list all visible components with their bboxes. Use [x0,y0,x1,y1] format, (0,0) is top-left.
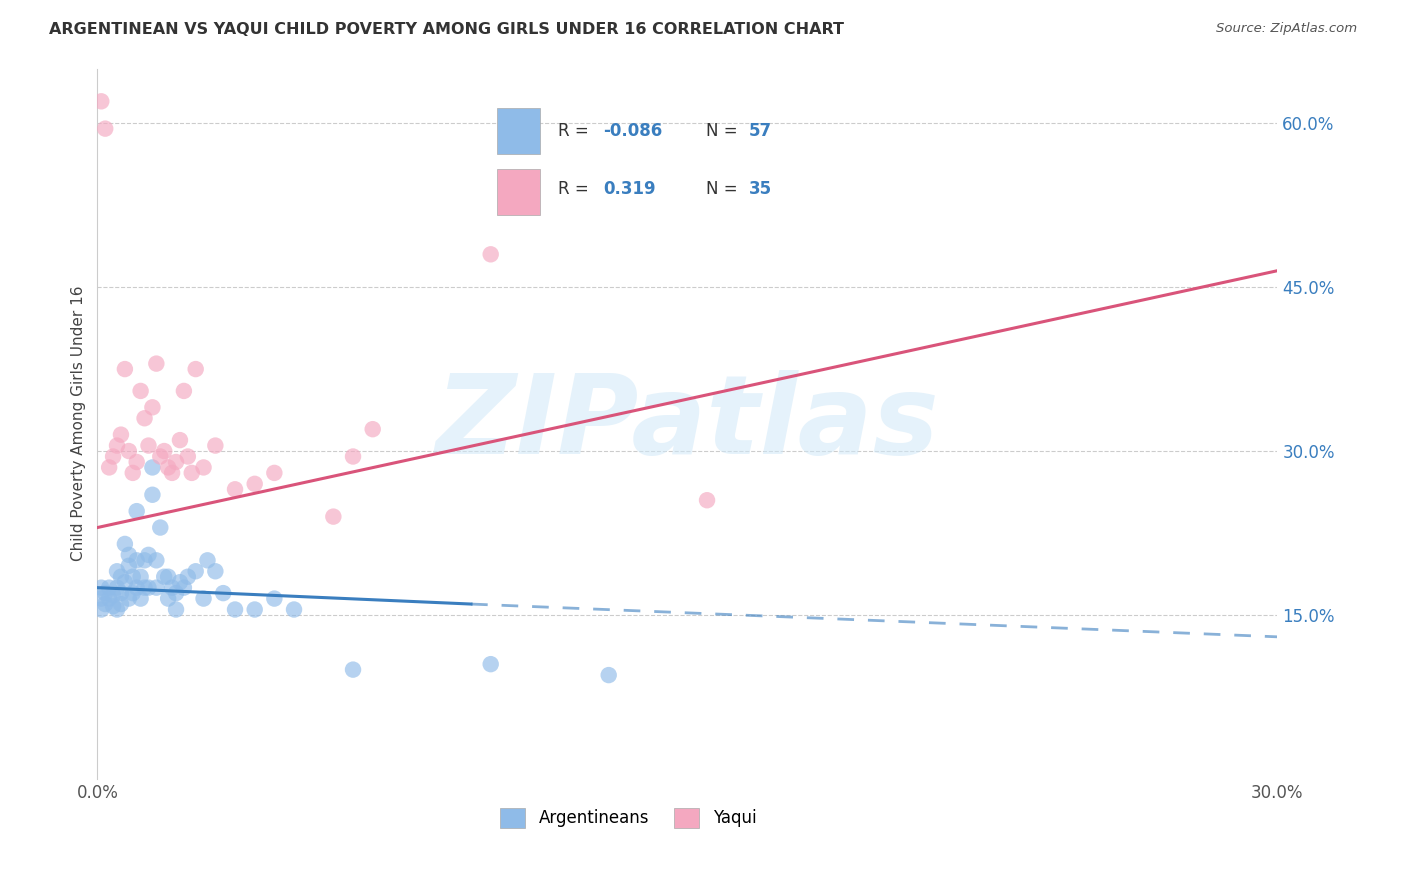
Point [94,121,117,136]
Legend: Argentineans, Yaqui: Argentineans, Yaqui [494,801,763,835]
Point [101,588,124,602]
Point [169,575,191,590]
Point [94,586,117,600]
Point [157,460,180,475]
Point [204,564,226,578]
Point [110,570,132,584]
Point [342,663,364,677]
Point [180,466,202,480]
Point [165,602,187,616]
Point [165,455,187,469]
Point [90,591,112,606]
Point [212,586,235,600]
Point [141,460,163,475]
Point [193,460,215,475]
Point [125,455,148,469]
Point [114,362,136,376]
Point [177,450,200,464]
Point [125,581,148,595]
Point [361,422,384,436]
Point [110,427,132,442]
Text: ARGENTINEAN VS YAQUI CHILD POVERTY AMONG GIRLS UNDER 16 CORRELATION CHART: ARGENTINEAN VS YAQUI CHILD POVERTY AMONG… [49,22,844,37]
Point [263,466,285,480]
Point [153,570,176,584]
Point [94,597,117,611]
Point [114,575,136,590]
Point [118,591,141,606]
Point [129,384,152,398]
Point [101,599,124,614]
Point [696,493,718,508]
Point [121,570,143,584]
Y-axis label: Child Poverty Among Girls Under 16: Child Poverty Among Girls Under 16 [72,286,86,561]
Point [153,444,176,458]
Point [177,570,200,584]
Point [160,581,183,595]
Point [157,591,180,606]
Point [204,439,226,453]
Point [134,553,156,567]
Point [105,564,128,578]
Point [129,570,152,584]
Point [105,602,128,616]
Point [342,450,364,464]
Text: ZIPatlas: ZIPatlas [436,370,939,477]
Point [243,602,266,616]
Point [98,581,121,595]
Point [283,602,305,616]
Point [149,520,172,534]
Point [263,591,285,606]
Point [160,466,183,480]
Point [184,362,207,376]
Point [125,553,148,567]
Point [145,357,167,371]
Point [110,597,132,611]
Point [90,95,112,109]
Point [101,450,124,464]
Point [118,548,141,562]
Point [141,401,163,415]
Point [479,657,502,672]
Point [197,553,219,567]
Point [224,483,246,497]
Point [134,411,156,425]
Point [173,581,195,595]
Point [149,450,172,464]
Point [105,439,128,453]
Text: Source: ZipAtlas.com: Source: ZipAtlas.com [1216,22,1357,36]
Point [157,570,180,584]
Point [90,581,112,595]
Point [121,586,143,600]
Point [125,504,148,518]
Point [138,581,160,595]
Point [193,591,215,606]
Point [98,591,121,606]
Point [98,460,121,475]
Point [165,586,187,600]
Point [138,439,160,453]
Point [169,433,191,447]
Point [129,591,152,606]
Point [118,558,141,573]
Point [105,581,128,595]
Point [479,247,502,261]
Point [134,581,156,595]
Point [90,602,112,616]
Point [114,537,136,551]
Point [224,602,246,616]
Point [322,509,344,524]
Point [243,476,266,491]
Point [145,553,167,567]
Point [110,586,132,600]
Point [184,564,207,578]
Point [145,581,167,595]
Point [121,466,143,480]
Point [173,384,195,398]
Point [598,668,620,682]
Point [141,488,163,502]
Point [118,444,141,458]
Point [138,548,160,562]
